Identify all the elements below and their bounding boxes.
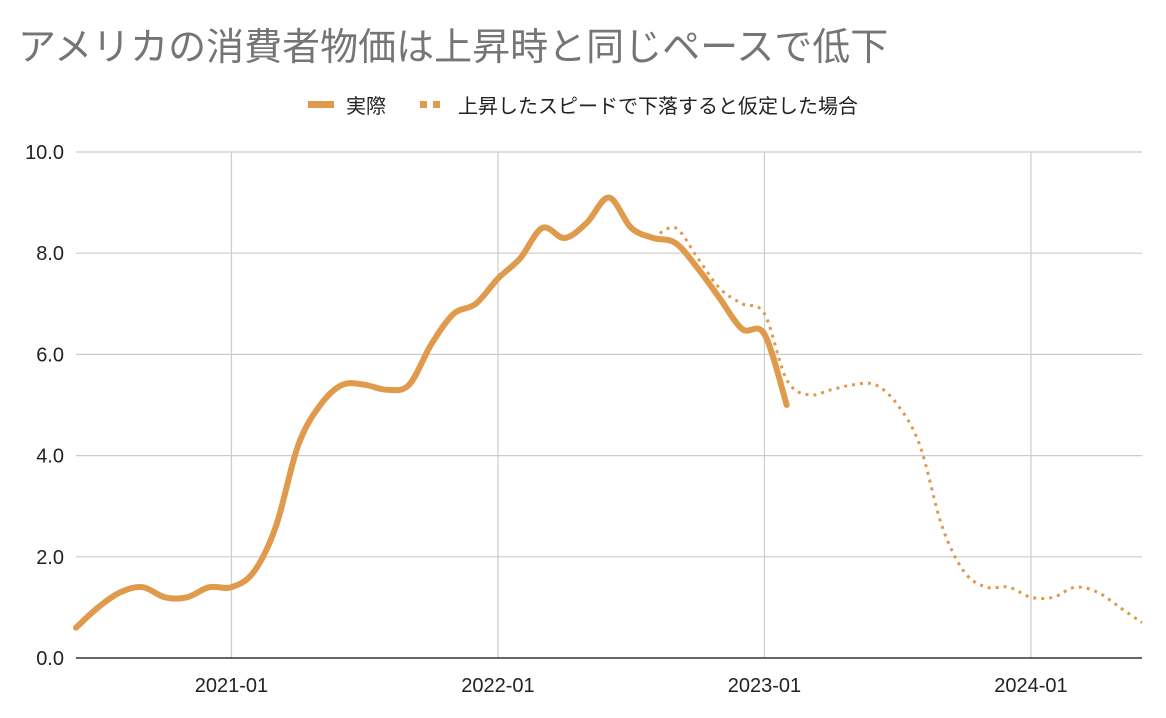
- x-tick-label: 2021-01: [195, 675, 268, 697]
- x-tick-label: 2022-01: [461, 675, 534, 697]
- legend-swatch-solid: [308, 100, 334, 108]
- y-tick-label: 4.0: [36, 446, 64, 468]
- legend-item-projection[interactable]: 上昇したスピードで下落すると仮定した場合: [420, 90, 858, 119]
- legend-label-actual: 実際: [346, 93, 386, 118]
- gridlines: [76, 151, 1142, 658]
- series-lines: [73, 194, 1143, 631]
- legend-item-actual[interactable]: 実際: [308, 90, 386, 119]
- series-line-actual: [73, 194, 790, 631]
- x-tick-label: 2023-01: [728, 675, 801, 697]
- y-tick-label: 0.0: [36, 648, 64, 670]
- y-axis-tick-labels: 0.0 2.0 4.0 6.0 8.0 10.0: [25, 142, 64, 670]
- legend-label-projection: 上昇したスピードで下落すると仮定した場合: [458, 93, 858, 118]
- x-axis-tick-labels: 2021-01 2022-01 2023-01 2024-01: [195, 675, 1068, 697]
- series-line-projection: [652, 225, 1143, 624]
- chart-title: アメリカの消費者物価は上昇時と同じペースで低下: [18, 25, 889, 69]
- legend: 実際 上昇したスピードで下落すると仮定した場合: [0, 86, 1166, 122]
- y-tick-label: 10.0: [25, 142, 64, 164]
- y-tick-label: 8.0: [36, 243, 64, 265]
- x-tick-label: 2024-01: [994, 675, 1067, 697]
- y-tick-label: 2.0: [36, 547, 64, 569]
- y-tick-label: 6.0: [36, 344, 64, 366]
- legend-swatch-dotted: [420, 100, 446, 108]
